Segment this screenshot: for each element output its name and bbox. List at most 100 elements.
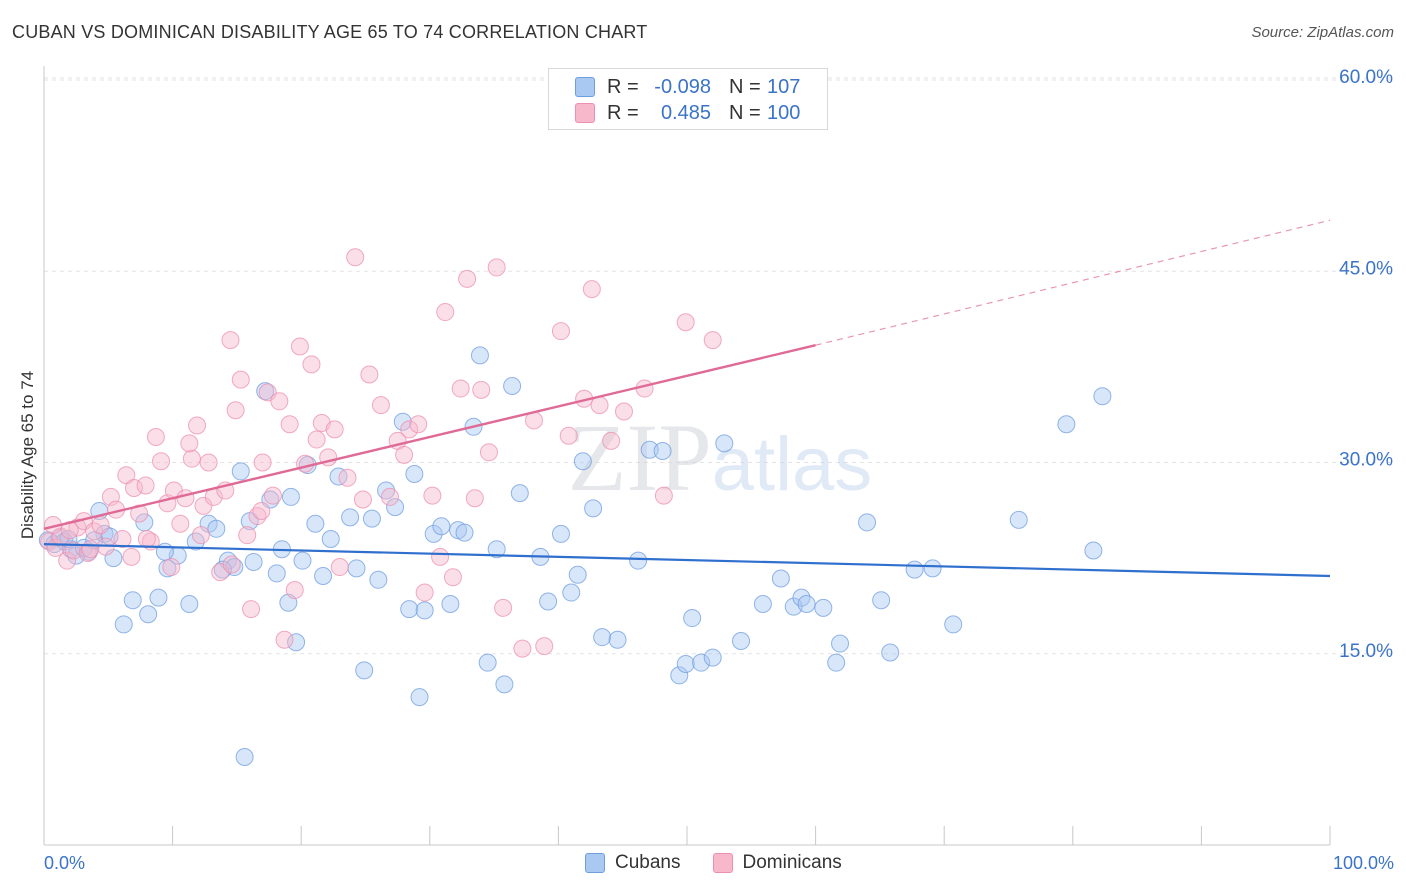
cuban-point [281, 487, 300, 506]
cuban-point [629, 551, 648, 570]
cuban-point [487, 540, 506, 559]
y-tick-labels: 15.0% 30.0% 45.0% 60.0% [1339, 67, 1393, 662]
dominican-point [226, 401, 245, 420]
dominican-point [146, 428, 165, 446]
cuban-point [114, 615, 133, 634]
dominican-point [451, 379, 470, 398]
y-tick-label: 30.0% [1339, 450, 1393, 471]
cuban-point [231, 462, 250, 481]
cuban-point [213, 560, 232, 579]
y-tick-label: 60.0% [1339, 67, 1393, 88]
dominican-point [703, 331, 722, 350]
cuban-point [1057, 415, 1076, 434]
legend-item-dominicans[interactable]: Dominicans [712, 852, 842, 874]
dominican-point [302, 355, 321, 374]
dominican-point [654, 486, 673, 505]
dominican-point [125, 479, 144, 497]
dominican-point [614, 402, 633, 421]
dominican-point [182, 449, 201, 468]
cuban-point [470, 346, 489, 365]
dominicans-swatch [712, 853, 733, 873]
cuban-point [314, 566, 333, 585]
cuban-point [1009, 510, 1028, 529]
cubans-trend-line [43, 543, 1331, 578]
cuban-point [683, 609, 702, 628]
chart-title: CUBAN VS DOMINICAN DISABILITY AGE 65 TO … [12, 22, 648, 42]
cuban-point [771, 569, 790, 588]
dominican-point [551, 322, 570, 341]
cuban-point [923, 559, 942, 578]
cuban-point [362, 509, 381, 528]
dominican-point [415, 583, 434, 602]
dominican-point [194, 496, 213, 515]
dominican-point [275, 630, 294, 649]
dominican-point [296, 454, 315, 473]
cuban-point [207, 519, 226, 538]
cuban-point [455, 523, 474, 542]
source-label: Source: ZipAtlas.com [1251, 24, 1394, 41]
dominicans-trend-line [43, 344, 816, 530]
cuban-point [95, 524, 114, 543]
cuban-point [872, 591, 891, 610]
cuban-point [653, 442, 672, 461]
cuban-point [432, 517, 451, 536]
dominican-point [171, 514, 190, 533]
stats-row-cubans: R = -0.098 N = 107 [549, 74, 827, 100]
cuban-point [329, 467, 348, 486]
cubans-swatch [575, 77, 595, 97]
dominican-point [400, 420, 419, 439]
cuban-point [676, 654, 695, 673]
cuban-point [831, 634, 850, 653]
dominican-point [443, 568, 462, 587]
cuban-point [703, 648, 722, 667]
legend-item-cubans[interactable]: Cubans [585, 852, 681, 874]
legend-label: Cubans [615, 852, 681, 873]
cuban-point [858, 513, 877, 532]
data-points [38, 97, 1112, 767]
cuban-point [386, 498, 405, 517]
cuban-point [573, 452, 592, 471]
axes [43, 66, 1331, 846]
cuban-point [267, 564, 286, 583]
dominican-point [85, 522, 104, 541]
watermark: ZIPatlas [568, 404, 873, 511]
n-value: 100 [767, 101, 801, 124]
dominican-point [338, 468, 357, 487]
dominican-point [436, 303, 455, 322]
dominican-point [290, 337, 309, 356]
cuban-point [235, 748, 254, 767]
dominican-point [137, 530, 156, 548]
y-axis-label: Disability Age 65 to 74 [18, 370, 37, 540]
dominican-point [409, 415, 428, 434]
dominican-point [325, 420, 344, 439]
dominican-point [494, 598, 513, 617]
cuban-point [287, 633, 306, 652]
cuban-point [640, 440, 659, 459]
dominican-point [136, 476, 155, 495]
cuban-point [510, 484, 529, 503]
dominican-point [472, 380, 491, 399]
cuban-point [244, 552, 263, 571]
dominican-point [380, 487, 399, 506]
dominican-point [360, 365, 379, 384]
y-tick-label: 15.0% [1339, 641, 1393, 662]
cuban-point [593, 628, 612, 647]
r-label: R = [607, 75, 639, 98]
n-value: 107 [767, 75, 801, 98]
cuban-point [355, 661, 374, 680]
cuban-point [424, 524, 443, 543]
cuban-point [539, 592, 558, 611]
cuban-point [562, 583, 581, 602]
cuban-point [715, 434, 734, 453]
cuban-point [608, 630, 627, 649]
dominican-point [113, 530, 132, 548]
n-label: N = [729, 75, 761, 98]
cubans-swatch [585, 853, 605, 873]
dominican-point [431, 547, 450, 566]
dominican-point [513, 639, 532, 658]
dominican-point [176, 489, 195, 508]
dominican-point [602, 431, 621, 450]
cuban-point [1084, 541, 1103, 560]
dominican-point [487, 258, 506, 277]
cuban-point [225, 558, 244, 577]
